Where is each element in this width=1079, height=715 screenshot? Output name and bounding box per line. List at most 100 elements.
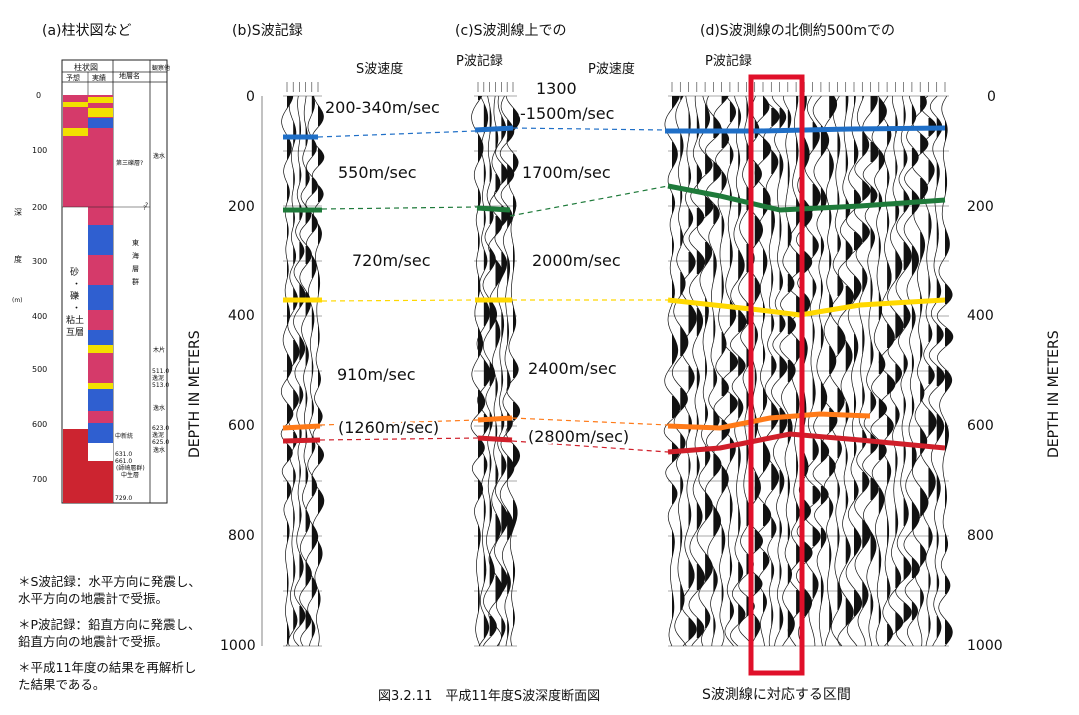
p-velocity-header: P波速度: [588, 61, 635, 77]
depth-right-800: 800: [967, 528, 994, 544]
s-vel-4: 910m/sec: [337, 365, 416, 384]
small-6: 625.0: [152, 439, 169, 446]
formation-2b: 海: [132, 251, 139, 260]
column-sub1: 予想: [66, 73, 80, 82]
note-1: ＊S波記録：水平方向に発震し、: [18, 574, 201, 589]
litho-1: 砂: [70, 266, 79, 278]
small-4: 623.0: [152, 425, 169, 432]
horizon-yellow-link1: [321, 299, 476, 302]
s-wave-record-panel: [280, 82, 325, 647]
box-caption: S波測線に対応する区間: [702, 687, 851, 703]
depth-left-400: 400: [228, 308, 255, 324]
depth-scale-right: 0 200 400 600 800 1000: [967, 89, 1003, 654]
column-depth-100: 100: [32, 146, 47, 155]
horizon-green-d: [667, 183, 946, 213]
s-vel-5: (1260m/sec): [338, 418, 439, 437]
p-vel-1: 1300: [536, 79, 577, 98]
depth-right-600: 600: [967, 418, 994, 434]
column-depth-400: 400: [32, 312, 47, 321]
p-vel-6: (2800m/sec): [528, 427, 629, 446]
small-11: 中生層: [121, 471, 139, 479]
column-header: 柱状図: [74, 62, 98, 72]
s-vel-3: 720m/sec: [352, 251, 431, 270]
p-vel-2: -1500m/sec: [520, 104, 614, 123]
horizon-red-c: [477, 435, 513, 443]
small-7: 631.0: [115, 451, 132, 458]
note-6: た結果である。: [18, 677, 106, 692]
remark-1: 逸水: [153, 152, 165, 160]
column-depth-0: 0: [36, 91, 41, 100]
depth-axis-label-left: DEPTH IN METERS: [187, 330, 203, 458]
remarks-header: 観察他: [152, 64, 170, 72]
remark-4: 逸水: [153, 404, 165, 412]
p-vel-5: 2400m/sec: [528, 359, 617, 378]
horizon-red-b: [282, 437, 321, 444]
litho-4: ・: [72, 304, 81, 314]
horizon-green-link1: [321, 206, 478, 210]
litho-3: 礫: [70, 290, 79, 302]
depth-left-0: 0: [246, 89, 255, 105]
horizon-blue-link2: [512, 127, 666, 131]
small-9: 661.0: [115, 458, 132, 465]
horizon-red-d: [667, 431, 946, 455]
s-velocity-header: S波速度: [356, 61, 403, 77]
p-vel-4: 2000m/sec: [532, 251, 621, 270]
horizon-orange-d: [667, 411, 871, 431]
small-2: 逸泥: [152, 374, 164, 382]
panel-a-title: (a)柱状図など: [42, 23, 132, 39]
depth-char-2: 度: [14, 254, 22, 264]
litho-6: 互層: [66, 327, 84, 338]
formation-2c: 層: [132, 265, 139, 273]
small-12: 729.0: [115, 495, 132, 502]
panel-b-title: (b)S波記録: [232, 22, 303, 39]
remark-5: 逸水: [153, 446, 165, 454]
small-13: ?: [145, 202, 148, 209]
column-depth-700: 700: [32, 475, 47, 484]
note-5: ＊平成11年度の結果を再解析し: [18, 660, 197, 675]
small-1: 511.0: [152, 368, 169, 375]
panel-c-title: (c)S波測線上での: [455, 23, 567, 39]
horizon-orange-b: [282, 423, 321, 431]
depth-unit: (m): [12, 297, 23, 304]
depth-left-600: 600: [228, 418, 255, 434]
figure-caption: 図3.2.11 平成11年度S波深度断面図: [378, 688, 600, 704]
formation-1: 第三礫層?: [116, 159, 143, 167]
column-depth-600: 600: [32, 420, 47, 429]
remark-3: 木片: [153, 346, 165, 354]
velocity-labels: 200-340m/sec 550m/sec 720m/sec 910m/sec …: [323, 77, 631, 448]
small-5: 逸泥: [152, 431, 164, 439]
litho-5: 粘土: [66, 314, 84, 326]
p-vel-3: 1700m/sec: [522, 163, 611, 182]
s-vel-1: 200-340m/sec: [325, 98, 440, 117]
depth-scale-left: 0 200 400 600 800 1000: [220, 89, 263, 654]
borehole-column: 柱状図 予想 実績 地層名 観察他 0 100: [12, 59, 170, 504]
column-sub2: 実績: [92, 73, 106, 82]
small-10: (師崎層群): [116, 464, 145, 472]
note-4: 鉛直方向の地震計で受振。: [18, 634, 169, 649]
p-wave-record-panel-c: [470, 82, 521, 647]
horizon-green-c: [476, 205, 511, 213]
depth-left-200: 200: [228, 199, 255, 215]
p-record-c-header: P波記録: [456, 53, 503, 69]
formation-2a: 東: [132, 238, 139, 247]
depth-right-400: 400: [967, 308, 994, 324]
horizon-orange-c: [477, 415, 513, 423]
horizon-red-link1: [319, 437, 479, 441]
small-8: 中新統: [115, 432, 133, 440]
column-depth-300: 300: [32, 257, 47, 266]
depth-char-1: 深: [14, 208, 22, 217]
remark-2: ?: [143, 205, 146, 212]
depth-right-0: 0: [987, 89, 996, 105]
horizon-orange-link2: [511, 417, 669, 426]
s-vel-2: 550m/sec: [338, 163, 417, 182]
p-wave-record-panel-d: [663, 82, 954, 647]
note-3: ＊P波記録：鉛直方向に発震し、: [18, 617, 201, 632]
p-record-d-header: P波記録: [705, 53, 752, 69]
horizon-blue-c: [474, 125, 514, 133]
depth-left-1000: 1000: [220, 638, 256, 654]
horizon-blue-link1: [317, 130, 476, 138]
depth-left-800: 800: [228, 528, 255, 544]
depth-right-200: 200: [967, 199, 994, 215]
panel-d-title: (d)S波測線の北側約500mでの: [700, 23, 895, 39]
